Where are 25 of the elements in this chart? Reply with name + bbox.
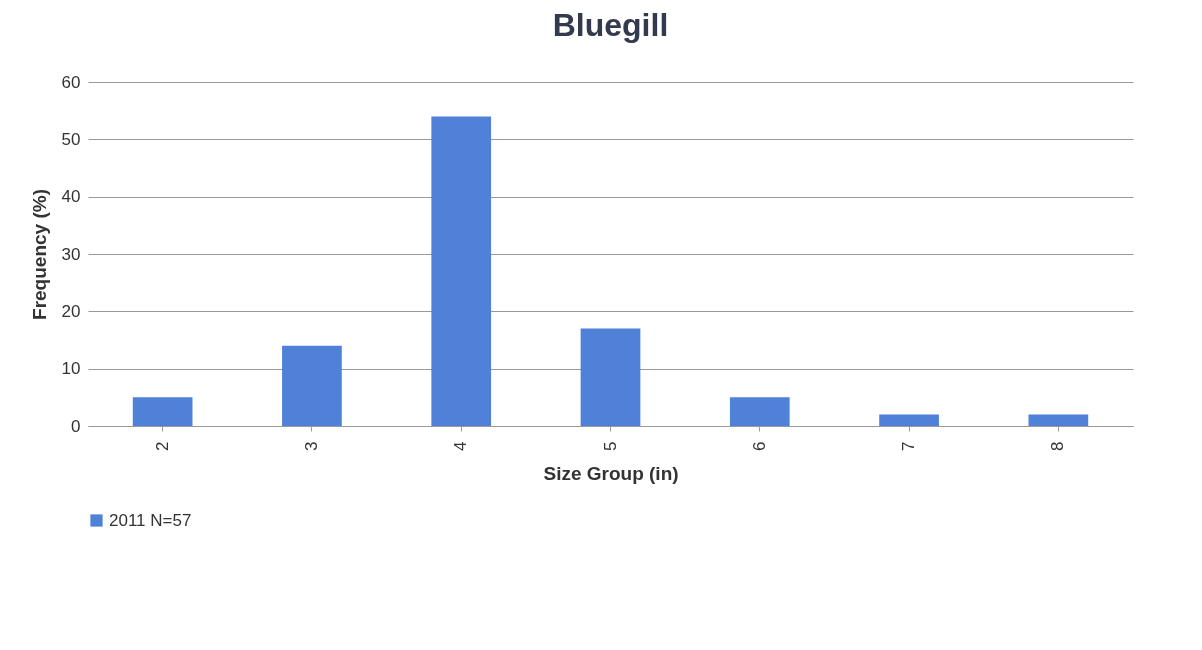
- x-tick-label: 8: [1048, 441, 1068, 451]
- y-tick-label: 20: [61, 301, 81, 321]
- y-tick-label: 0: [71, 416, 81, 436]
- y-tick-label: 30: [61, 244, 81, 264]
- bar: [282, 345, 342, 426]
- bar: [431, 116, 492, 426]
- x-tick-label: 7: [899, 441, 919, 451]
- y-tick-label: 60: [61, 72, 81, 92]
- x-tick-label: 2: [152, 441, 172, 451]
- legend-label: 2011 N=57: [109, 510, 192, 530]
- y-tick-label: 50: [61, 129, 81, 149]
- bar: [879, 414, 939, 426]
- bar: [729, 397, 790, 426]
- y-tick-label: 10: [61, 359, 81, 379]
- x-tick-label: 5: [600, 441, 620, 451]
- chart-title: Bluegill: [552, 7, 669, 43]
- x-tick-label: 4: [451, 441, 471, 451]
- bar: [1028, 414, 1089, 426]
- x-tick-label: 3: [301, 441, 321, 451]
- y-tick-label: 40: [61, 187, 81, 207]
- bar: [132, 397, 193, 426]
- bar: [580, 328, 641, 426]
- x-tick-label: 6: [749, 441, 769, 451]
- y-axis-title: Frequency (%): [28, 189, 50, 320]
- x-axis-title: Size Group (in): [543, 462, 679, 484]
